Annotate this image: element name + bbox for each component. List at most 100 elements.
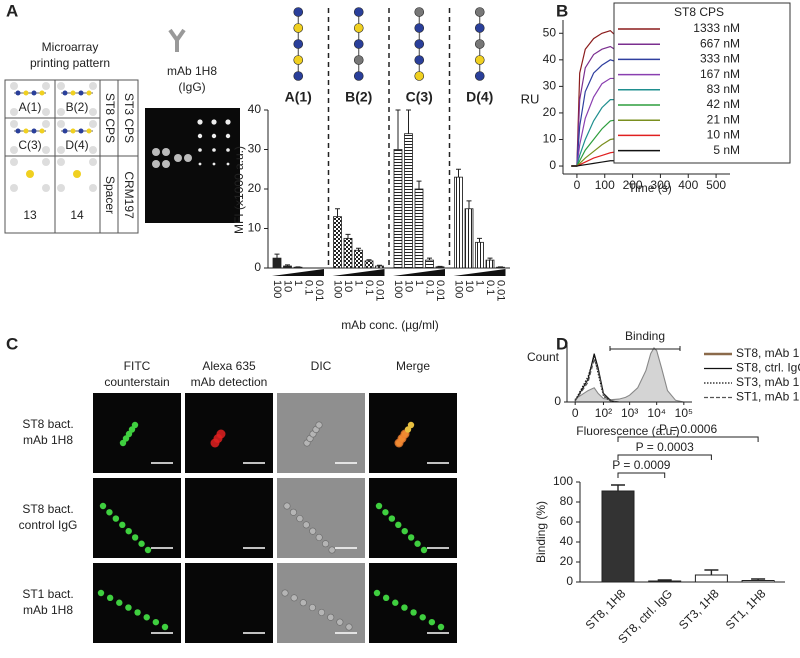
legend-label: 21 nM: [707, 112, 740, 126]
error-bar: [335, 208, 340, 217]
microarray-title: printing pattern: [30, 56, 110, 70]
x-tick-label: 0: [572, 406, 579, 420]
error-bar: [611, 484, 625, 491]
bacterium: [428, 618, 436, 626]
cell-label: D(4): [65, 138, 88, 152]
scan-spot: [226, 162, 230, 166]
scan-spot: [152, 148, 160, 156]
glycan-unit: [86, 90, 92, 96]
glycan-unit: [23, 128, 29, 134]
column-header: mAb detection: [191, 375, 268, 389]
cell-label: C(3): [18, 138, 41, 152]
legend-label: 42 nM: [707, 97, 740, 111]
glycan-unit: [474, 23, 485, 33]
bacterium: [125, 430, 133, 438]
legend-label: 1333 nM: [693, 21, 740, 35]
bacterium: [281, 589, 289, 597]
y-tick-label: 20: [248, 181, 262, 195]
error-bar: [285, 264, 290, 267]
bacterium: [308, 604, 316, 612]
glycan-unit: [474, 71, 485, 81]
glycan-unit: [353, 55, 364, 65]
bar: [272, 257, 282, 269]
scan-spot: [211, 133, 217, 139]
panel-label: C: [6, 334, 18, 353]
x-tick-label: 0: [574, 178, 581, 192]
bacterium: [99, 502, 107, 510]
legend-label: 10 nM: [707, 128, 740, 142]
glycan-unit: [414, 39, 425, 49]
x-tick-label: 10: [282, 280, 294, 292]
bar: [333, 216, 342, 269]
scan-spot: [226, 148, 230, 152]
glycan-unit: [353, 39, 364, 49]
spot: [89, 108, 97, 116]
legend-label: ST8, ctrl. IgG: [736, 361, 800, 375]
bacterium: [152, 618, 160, 626]
row-label: mAb 1H8: [23, 433, 73, 447]
bar: [283, 265, 292, 269]
bar: [425, 259, 434, 269]
error-bar: [406, 109, 411, 134]
bacterium: [125, 604, 132, 611]
column-label: Spacer: [103, 176, 117, 214]
bacterium: [382, 594, 390, 602]
scan-spot: [174, 154, 182, 162]
micrograph: [93, 393, 181, 473]
bacterium: [373, 589, 381, 597]
bacterium: [106, 509, 113, 516]
x-tick-label: ST8, 1H8: [583, 586, 629, 632]
error-bar: [477, 237, 482, 243]
y-tick-label: 100: [553, 474, 573, 488]
cell-label: 13: [23, 208, 37, 222]
x-tick-label: 10⁵: [675, 406, 693, 420]
legend-label: 667 nM: [700, 36, 740, 50]
legend-label: ST8, mAb 1H8: [736, 346, 800, 360]
bacterium: [407, 421, 415, 429]
spot: [26, 170, 34, 178]
bacterium: [392, 599, 399, 606]
row-label: ST1 bact.: [22, 587, 73, 601]
gate-bracket: [609, 346, 681, 351]
error-bar: [427, 257, 432, 261]
bar: [694, 574, 728, 583]
x-axis-label: Time (s): [628, 181, 672, 195]
row-label: ST8 bact.: [22, 417, 73, 431]
x-tick-label: ST3, 1H8: [676, 586, 722, 632]
glycan-unit: [474, 55, 485, 65]
bacterium: [290, 594, 298, 602]
glycan-unit: [353, 7, 364, 17]
bacterium: [318, 608, 326, 616]
y-tick-label: 0: [554, 394, 561, 408]
bar: [404, 133, 413, 269]
annotation: Binding: [625, 329, 665, 343]
bacterium: [143, 614, 150, 621]
glycan-unit: [353, 71, 364, 81]
x-tick-label: 1: [353, 280, 365, 286]
y-tick-label: 30: [248, 142, 262, 156]
bar: [375, 265, 384, 269]
column-header: Merge: [396, 359, 430, 373]
x-tick-label: 0.01: [434, 280, 446, 301]
spot: [42, 120, 50, 128]
spot: [89, 146, 97, 154]
spot: [89, 82, 97, 90]
antibody-label: mAb 1H8: [167, 64, 217, 78]
error-bar: [366, 259, 372, 261]
error-bar: [751, 578, 766, 581]
error-bar: [657, 579, 672, 581]
error-bar: [345, 233, 351, 239]
significance-bracket: [617, 436, 759, 442]
scan-spot: [211, 119, 217, 125]
glycan-unit: [414, 23, 425, 33]
glycan-unit: [39, 90, 45, 96]
legend-label: 167 nM: [700, 67, 740, 81]
antibody-icon: [168, 28, 186, 52]
scan-spot: [212, 148, 216, 152]
bacterium: [437, 623, 445, 631]
bacterium: [134, 609, 141, 616]
x-tick-label: 1: [292, 280, 304, 286]
scan-spot: [184, 154, 192, 162]
micrograph: [277, 478, 365, 558]
y-tick-label: 30: [543, 79, 557, 93]
